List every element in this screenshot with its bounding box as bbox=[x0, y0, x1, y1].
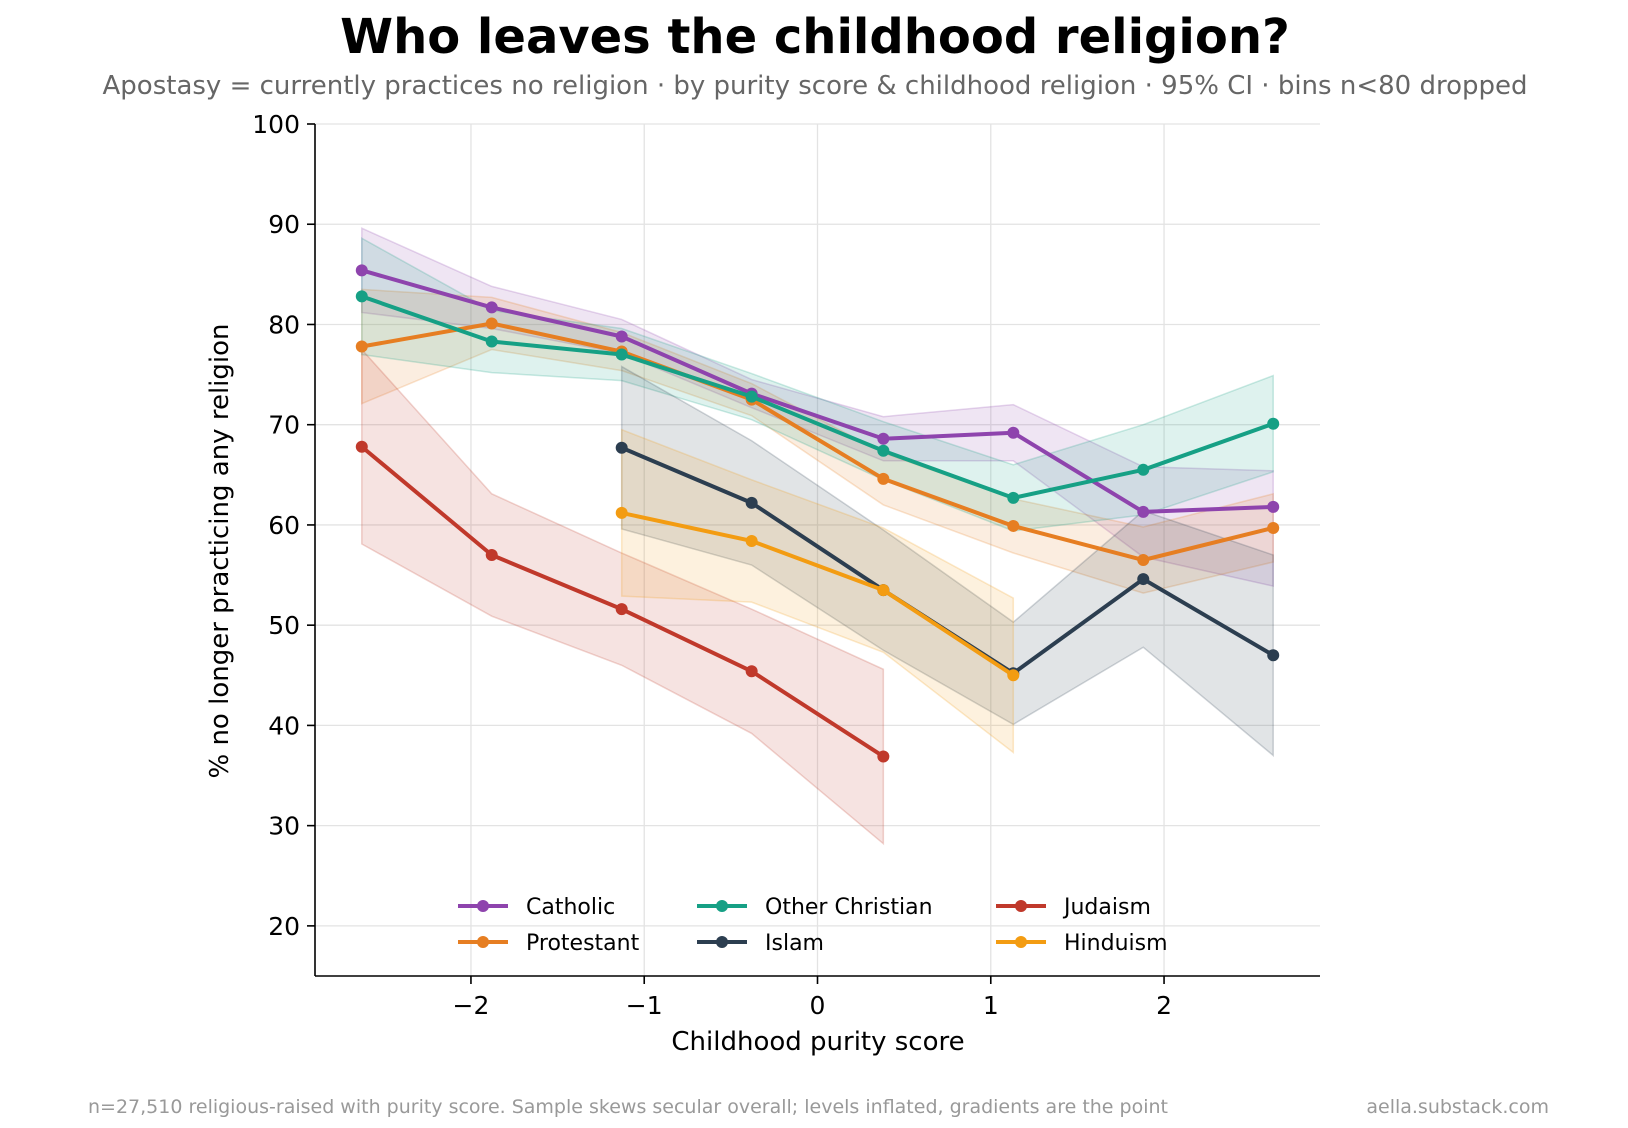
ci-band-islam bbox=[620, 365, 1274, 758]
legend-swatch-marker bbox=[477, 900, 489, 912]
data-point-protestant bbox=[355, 340, 368, 353]
legend-item-hinduism: Hinduism bbox=[996, 931, 1168, 956]
data-point-catholic bbox=[485, 301, 498, 314]
series-line-other-christian bbox=[359, 294, 1276, 500]
data-point-hinduism bbox=[745, 534, 758, 547]
legend-item-other-christian: Other Christian bbox=[697, 895, 933, 920]
data-point-other-christian bbox=[1267, 417, 1280, 430]
legend-item-catholic: Catholic bbox=[458, 895, 615, 920]
data-point-hinduism bbox=[1007, 669, 1020, 682]
series-line-catholic bbox=[359, 268, 1276, 514]
data-point-hinduism bbox=[615, 506, 628, 519]
data-point-judaism bbox=[355, 440, 368, 453]
x-tick-label: 1 bbox=[983, 991, 999, 1020]
data-point-other-christian bbox=[485, 335, 498, 348]
data-point-catholic bbox=[877, 432, 890, 445]
legend-label: Hinduism bbox=[1064, 931, 1168, 956]
tick-labels: −2 −1 0 1 2 20 30 40 50 60 70 80 90 100 bbox=[252, 110, 1172, 1020]
legend-label: Protestant bbox=[526, 931, 640, 956]
ci-band-judaism bbox=[361, 347, 885, 846]
series-line-protestant bbox=[359, 321, 1276, 563]
y-tick-label: 30 bbox=[268, 812, 300, 841]
legend-item-islam: Islam bbox=[697, 931, 824, 956]
data-point-islam bbox=[615, 441, 628, 454]
data-point-judaism bbox=[745, 665, 758, 678]
data-point-other-christian bbox=[615, 348, 628, 361]
legend-swatch-marker bbox=[1015, 900, 1027, 912]
data-point-other-christian bbox=[745, 390, 758, 403]
data-point-islam bbox=[1267, 649, 1280, 662]
legend-item-protestant: Protestant bbox=[458, 931, 640, 956]
y-tick-label: 50 bbox=[268, 611, 300, 640]
y-tick-label: 100 bbox=[252, 110, 300, 139]
data-point-judaism bbox=[615, 603, 628, 616]
x-tick-label: 2 bbox=[1156, 991, 1172, 1020]
legend: Catholic Protestant Other Christian Islam Ju… bbox=[458, 895, 1168, 956]
confidence-bands bbox=[361, 227, 1274, 846]
ci-band-catholic bbox=[361, 227, 1274, 588]
data-point-protestant bbox=[1267, 521, 1280, 534]
data-point-islam bbox=[745, 496, 758, 509]
footer-note: n=27,510 religious-raised with purity sc… bbox=[88, 1096, 1168, 1118]
legend-label: Catholic bbox=[526, 895, 615, 920]
footer-credit: aella.substack.com bbox=[1366, 1096, 1549, 1118]
data-point-protestant bbox=[877, 472, 890, 485]
legend-item-judaism: Judaism bbox=[996, 895, 1151, 920]
data-point-protestant bbox=[1007, 519, 1020, 532]
data-point-protestant bbox=[485, 317, 498, 330]
data-point-other-christian bbox=[877, 444, 890, 457]
data-point-islam bbox=[1137, 573, 1150, 586]
y-tick-label: 90 bbox=[268, 210, 300, 239]
legend-swatch-marker bbox=[716, 936, 728, 948]
data-point-catholic bbox=[1007, 426, 1020, 439]
ci-band-hinduism bbox=[620, 428, 1015, 755]
data-point-catholic bbox=[615, 330, 628, 343]
chart-title: Who leaves the childhood religion? bbox=[340, 9, 1290, 65]
axes bbox=[307, 123, 1320, 984]
series-line-hinduism bbox=[619, 510, 1016, 678]
legend-swatch-marker bbox=[716, 900, 728, 912]
data-point-other-christian bbox=[355, 290, 368, 303]
data-point-protestant bbox=[1137, 554, 1150, 567]
series-lines bbox=[355, 264, 1280, 763]
data-point-catholic bbox=[355, 264, 368, 277]
legend-label: Judaism bbox=[1062, 895, 1151, 920]
x-tick-label: −2 bbox=[453, 991, 490, 1020]
data-point-judaism bbox=[485, 549, 498, 562]
y-tick-label: 70 bbox=[268, 411, 300, 440]
legend-swatch-marker bbox=[1015, 936, 1027, 948]
data-point-other-christian bbox=[1007, 491, 1020, 504]
ci-band-other-christian bbox=[361, 236, 1274, 532]
y-tick-label: 20 bbox=[268, 912, 300, 941]
legend-label: Islam bbox=[765, 931, 824, 956]
data-point-other-christian bbox=[1137, 463, 1150, 476]
y-tick-label: 40 bbox=[268, 711, 300, 740]
y-tick-label: 80 bbox=[268, 310, 300, 339]
y-axis-label: % no longer practicing any religion bbox=[205, 323, 235, 778]
legend-label: Other Christian bbox=[765, 895, 933, 920]
data-point-judaism bbox=[877, 750, 890, 763]
legend-swatch-marker bbox=[477, 936, 489, 948]
y-tick-label: 60 bbox=[268, 511, 300, 540]
chart-subtitle: Apostasy = currently practices no religi… bbox=[103, 71, 1528, 101]
data-point-catholic bbox=[1137, 505, 1150, 518]
x-axis-label: Childhood purity score bbox=[671, 1027, 964, 1057]
x-tick-label: 0 bbox=[810, 991, 826, 1020]
data-point-catholic bbox=[1267, 500, 1280, 513]
data-point-hinduism bbox=[877, 584, 890, 597]
x-tick-label: −1 bbox=[626, 991, 663, 1020]
